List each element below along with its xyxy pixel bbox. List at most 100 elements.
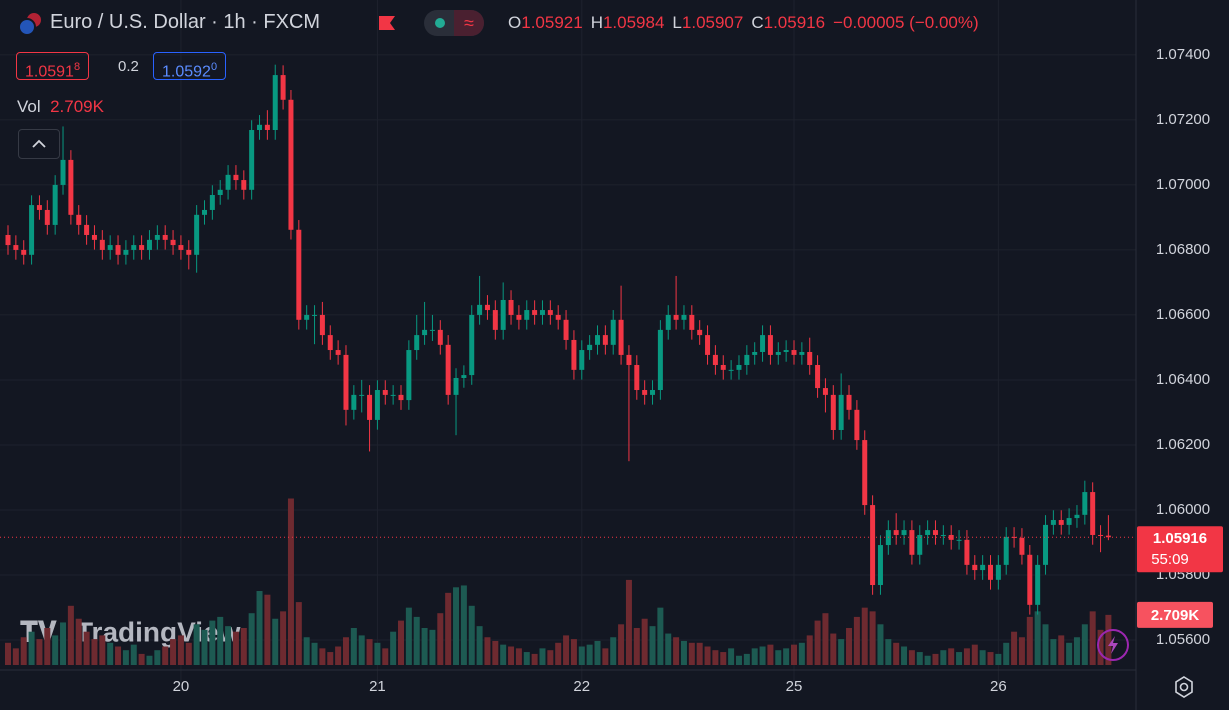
candle-body xyxy=(618,319,624,355)
volume-bar xyxy=(618,624,625,665)
candle-body xyxy=(1074,514,1080,519)
candle-body xyxy=(288,99,294,230)
volume-bar xyxy=(382,648,389,665)
volume-bar xyxy=(130,644,137,665)
candle-body xyxy=(146,239,152,250)
candle-body xyxy=(673,314,679,320)
bid-pip: 8 xyxy=(73,61,81,73)
candle-body xyxy=(846,394,852,410)
status-toggle[interactable]: ≈ xyxy=(424,10,484,36)
volume-bar xyxy=(1050,639,1057,665)
bid-box[interactable]: 1.05918 xyxy=(16,52,90,80)
volume-bar xyxy=(248,613,255,665)
candle-body xyxy=(516,314,522,320)
candle-body xyxy=(217,189,223,196)
collapse-button[interactable] xyxy=(18,129,60,159)
last-volume-label: 2.709K xyxy=(1151,607,1200,624)
candle-body xyxy=(60,159,66,185)
candle-body xyxy=(414,335,420,351)
candle-body xyxy=(877,545,883,586)
candle-body xyxy=(767,335,773,355)
settings-button[interactable] xyxy=(1172,675,1196,699)
volume-bar xyxy=(60,622,67,665)
candle-body xyxy=(728,369,734,371)
candle-body xyxy=(453,377,459,395)
flag-icon[interactable] xyxy=(378,15,396,31)
volume-bar xyxy=(492,640,499,665)
candle-body xyxy=(862,440,868,506)
candle-body xyxy=(948,534,954,540)
chevron xyxy=(32,139,46,148)
candle-body xyxy=(257,124,263,131)
volume-bar xyxy=(398,620,404,665)
candle-body xyxy=(1082,492,1088,515)
y-tick-label: 1.05600 xyxy=(1156,631,1210,648)
candle-body xyxy=(1011,536,1017,538)
volume-bar xyxy=(1026,616,1033,665)
volume-bar xyxy=(1003,642,1010,665)
volume-bar xyxy=(649,626,656,665)
volume-bar xyxy=(115,646,122,665)
y-tick-label: 1.06600 xyxy=(1156,306,1210,323)
candle-body xyxy=(815,364,821,389)
volume-bar xyxy=(759,646,766,665)
candle-body xyxy=(932,530,938,535)
volume-value: 2.709K xyxy=(50,97,104,116)
volume-bar xyxy=(209,620,216,665)
volume-bar xyxy=(893,642,900,665)
volume-bar xyxy=(869,611,876,665)
volume-label: Vol xyxy=(17,97,41,116)
volume-bar xyxy=(578,646,585,665)
volume-bar xyxy=(806,635,813,665)
candle-body xyxy=(178,245,184,250)
candle-body xyxy=(752,351,758,355)
candle-body xyxy=(634,364,640,391)
candle-body xyxy=(91,234,97,240)
volume-bar xyxy=(602,648,609,665)
volume-bar xyxy=(311,642,318,665)
candle-body xyxy=(1003,536,1009,565)
volume-bar xyxy=(838,639,845,665)
candle-body xyxy=(775,351,781,355)
x-tick-label: 25 xyxy=(786,678,803,695)
volume-bar xyxy=(916,652,923,665)
candle-body xyxy=(107,245,113,250)
volume-bar xyxy=(429,629,436,665)
candle-body xyxy=(602,335,608,345)
candle-body xyxy=(76,214,82,225)
candle-body xyxy=(595,335,600,345)
lightning-button[interactable] xyxy=(1097,629,1129,661)
candle-body xyxy=(893,530,899,535)
volume-bar xyxy=(154,650,161,665)
candle-body xyxy=(697,329,703,336)
volume-bar xyxy=(1073,637,1080,665)
candle-body xyxy=(492,310,498,330)
candle-body xyxy=(29,205,35,255)
candle-body xyxy=(760,335,766,352)
candle-body xyxy=(484,304,490,311)
candle-body xyxy=(304,314,310,320)
candle-body xyxy=(532,310,538,315)
volume-bar xyxy=(963,648,970,665)
ask-box[interactable]: 1.05920 xyxy=(153,52,227,81)
ask-price: 1.0592 xyxy=(162,63,211,81)
spread: 0.2 xyxy=(118,58,139,75)
candle-body xyxy=(1027,554,1033,605)
candle-body xyxy=(382,390,388,395)
candle-body xyxy=(1098,534,1104,536)
volume-bar xyxy=(476,626,483,665)
volume-bar xyxy=(696,642,703,665)
candle-body xyxy=(335,350,341,355)
candle-body xyxy=(115,245,121,255)
volume-bar xyxy=(193,624,200,665)
candle-body xyxy=(359,394,365,396)
ohlc-value: 1.05921 xyxy=(521,13,583,32)
volume-bar xyxy=(20,637,27,665)
x-tick-label: 22 xyxy=(573,678,590,695)
candle-body xyxy=(681,314,687,320)
candle-body xyxy=(807,351,813,365)
volume-bar xyxy=(335,646,342,665)
candle-body xyxy=(123,249,129,255)
